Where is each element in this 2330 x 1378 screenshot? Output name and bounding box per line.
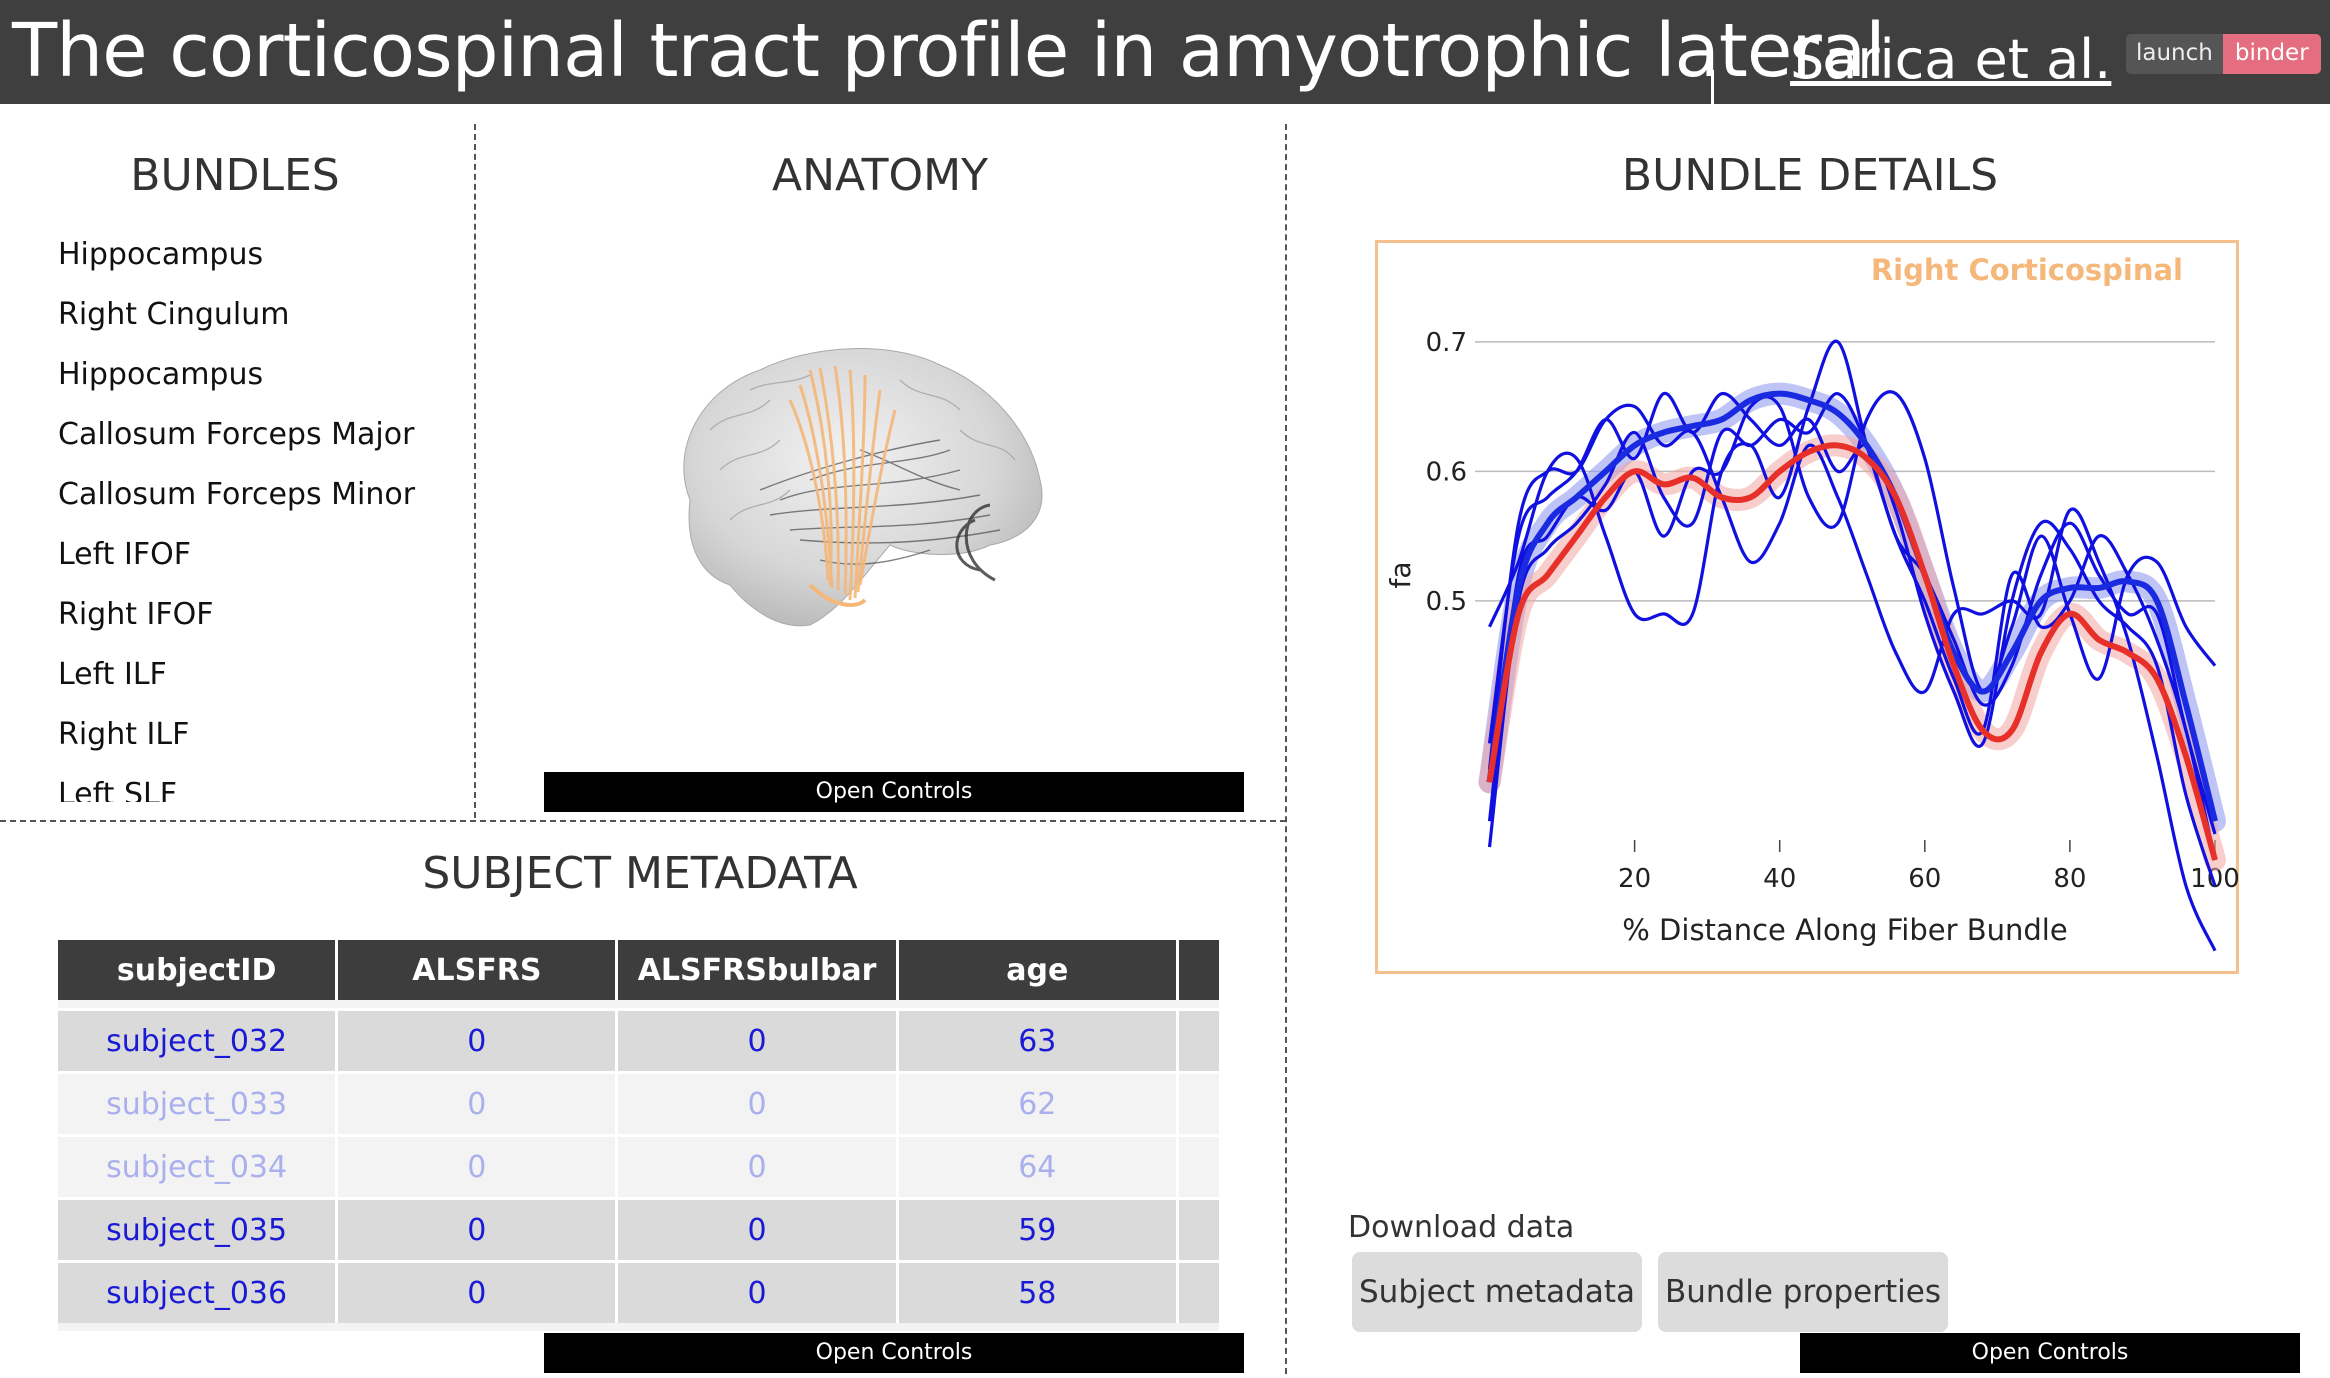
cell-extra — [1177, 1134, 1223, 1199]
download-subject-metadata-button[interactable]: Subject metadata — [1352, 1252, 1642, 1332]
binder-launch-label: launch — [2126, 34, 2223, 74]
table-row[interactable]: subject_034 0 0 64 — [58, 1134, 1223, 1199]
bundle-list-item[interactable]: Callosum Forceps Minor — [58, 477, 416, 512]
bundle-list-item[interactable]: Right IFOF — [58, 597, 214, 632]
col-extra-header — [1177, 940, 1223, 1000]
cell-alsfrs: 0 — [336, 1071, 619, 1136]
cell-age: 59 — [897, 1197, 1179, 1262]
col-age-header[interactable]: age — [897, 940, 1179, 1000]
cell-age: 58 — [897, 1260, 1179, 1323]
divider-top-bottom — [0, 820, 1286, 822]
cell-alsfrsbulbar: 0 — [616, 1260, 899, 1323]
bundle-list-item[interactable]: Hippocampus — [58, 357, 264, 392]
binder-label: binder — [2222, 34, 2321, 74]
cell-subjectid: subject_034 — [58, 1134, 339, 1199]
cell-extra — [1177, 1071, 1223, 1136]
cell-alsfrsbulbar: 0 — [616, 1071, 899, 1136]
cell-alsfrs: 0 — [336, 1134, 619, 1199]
details-open-controls[interactable]: Open Controls — [1800, 1333, 2300, 1373]
col-subjectid-header[interactable]: subjectID — [58, 940, 339, 1000]
table-row[interactable]: subject_033 0 0 62 — [58, 1071, 1223, 1136]
bundle-list-item[interactable]: Left SLF — [58, 777, 177, 802]
bundle-list-item[interactable]: Left IFOF — [58, 537, 191, 572]
table-spacer — [58, 1323, 1222, 1331]
app-header: The corticospinal tract profile in amyot… — [0, 0, 2330, 104]
cell-subjectid: subject_033 — [58, 1071, 339, 1136]
cell-alsfrs: 0 — [336, 1260, 619, 1323]
cell-age: 64 — [897, 1134, 1179, 1199]
author-link[interactable]: Sarica et al. — [1790, 28, 2112, 91]
cell-subjectid: subject_035 — [58, 1197, 339, 1262]
cell-alsfrs: 0 — [336, 1008, 619, 1073]
subject-metadata-table: subjectID ALSFRS ALSFRSbulbar age subjec… — [58, 940, 1223, 1331]
details-title: BUNDLE DETAILS — [1621, 150, 1999, 201]
col-alsfrs-header[interactable]: ALSFRS — [336, 940, 619, 1000]
launch-binder-button[interactable]: launch binder — [2126, 34, 2321, 74]
table-spacer — [58, 1000, 1222, 1010]
download-label: Download data — [1348, 1210, 1575, 1245]
cell-age: 62 — [897, 1071, 1179, 1136]
col-alsfrsbulbar-header[interactable]: ALSFRSbulbar — [616, 940, 899, 1000]
anatomy-title: ANATOMY — [771, 150, 989, 201]
page-title: The corticospinal tract profile in amyot… — [12, 8, 1886, 94]
divider-bundles-anatomy — [474, 124, 476, 818]
cell-alsfrsbulbar: 0 — [616, 1008, 899, 1073]
cell-subjectid: subject_036 — [58, 1260, 339, 1323]
download-bundle-properties-button[interactable]: Bundle properties — [1658, 1252, 1948, 1332]
cell-age: 63 — [897, 1008, 1179, 1073]
table-row[interactable]: subject_035 0 0 59 — [58, 1197, 1223, 1262]
table-row[interactable]: subject_036 0 0 58 — [58, 1260, 1223, 1323]
table-header-row: subjectID ALSFRS ALSFRSbulbar age — [58, 940, 1223, 1000]
metadata-open-controls[interactable]: Open Controls — [544, 1333, 1244, 1373]
cell-alsfrsbulbar: 0 — [616, 1134, 899, 1199]
bundle-list-item[interactable]: Right ILF — [58, 717, 190, 752]
bundle-list-item[interactable]: Right Cingulum — [58, 297, 290, 332]
bundles-title: BUNDLES — [130, 150, 340, 201]
divider-left-right — [1285, 124, 1287, 1374]
cell-extra — [1177, 1260, 1223, 1323]
header-divider — [1711, 70, 1714, 104]
cell-subjectid: subject_032 — [58, 1008, 339, 1073]
bundle-list-item[interactable]: Left ILF — [58, 657, 167, 692]
bundle-list[interactable]: Hippocampus Right Cingulum Hippocampus Call… — [58, 224, 458, 802]
chart-frame — [1375, 240, 2239, 974]
cell-extra — [1177, 1008, 1223, 1073]
bundle-list-item[interactable]: Hippocampus — [58, 237, 264, 272]
bundle-list-item[interactable]: Callosum Forceps Major — [58, 417, 415, 452]
brain-3d-view[interactable] — [660, 330, 1060, 660]
cell-extra — [1177, 1197, 1223, 1262]
anatomy-open-controls[interactable]: Open Controls — [544, 772, 1244, 812]
cell-alsfrs: 0 — [336, 1197, 619, 1262]
cell-alsfrsbulbar: 0 — [616, 1197, 899, 1262]
table-row[interactable]: subject_032 0 0 63 — [58, 1008, 1223, 1073]
metadata-title: SUBJECT METADATA — [422, 848, 858, 899]
